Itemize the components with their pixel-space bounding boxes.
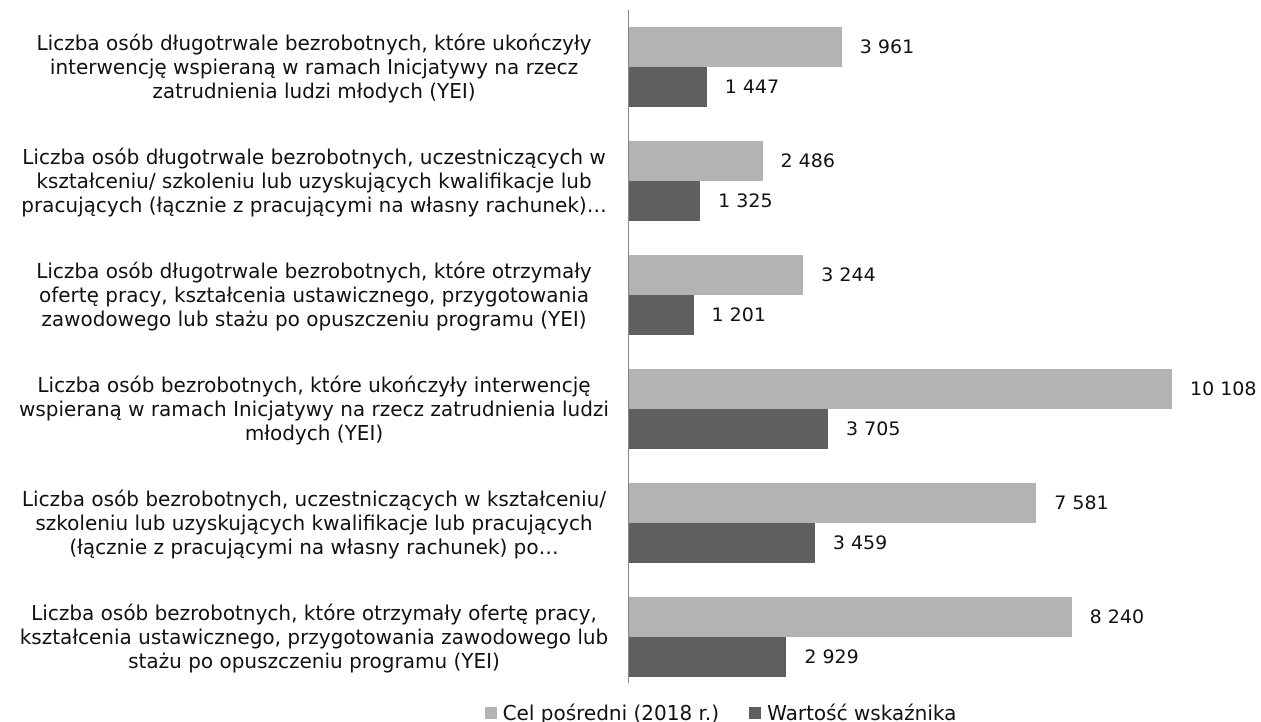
bar — [629, 597, 1072, 637]
legend-swatch — [484, 707, 497, 719]
value-label: 2 929 — [804, 646, 859, 668]
bar — [629, 141, 763, 181]
bar — [629, 295, 694, 335]
value-label: 3 705 — [846, 418, 901, 440]
value-label: 7 581 — [1054, 492, 1109, 514]
legend-item: Wartość wskaźnika — [749, 701, 956, 722]
category-label: Liczba osób długotrwale bezrobotnych, kt… — [36, 31, 592, 103]
legend: Cel pośredni (2018 r.) Wartość wskaźnika — [0, 701, 1261, 722]
bar — [629, 369, 1172, 409]
value-label: 1 325 — [718, 190, 773, 212]
bar — [629, 483, 1037, 523]
legend-label: Wartość wskaźnika — [767, 701, 957, 722]
bar — [629, 255, 804, 295]
bar — [629, 181, 701, 221]
value-label: 3 244 — [821, 264, 876, 286]
value-label: 3 961 — [859, 36, 915, 58]
legend-label: Cel pośredni (2018 r.) — [502, 701, 720, 722]
category-axis — [628, 10, 629, 683]
value-label: 2 486 — [780, 150, 835, 172]
category-label: Liczba osób długotrwale bezrobotnych, kt… — [36, 259, 592, 331]
category-label: Liczba osób bezrobotnych, uczestniczącyc… — [21, 487, 607, 559]
bar — [629, 409, 829, 449]
value-label: 8 240 — [1089, 606, 1145, 628]
bar — [629, 27, 842, 67]
bar — [629, 67, 707, 107]
value-label: 3 459 — [832, 532, 888, 554]
value-label: 1 201 — [711, 304, 766, 326]
legend-item: Cel pośredni (2018 r.) — [305, 701, 720, 722]
bar — [629, 523, 815, 563]
legend-swatch — [749, 707, 762, 719]
category-label: Liczba osób długotrwale bezrobotnych, uc… — [21, 145, 607, 217]
category-label: Liczba osób bezrobotnych, które ukończył… — [19, 373, 609, 445]
bar — [629, 637, 787, 677]
value-label: 10 108 — [1190, 378, 1257, 400]
value-label: 1 447 — [724, 76, 780, 98]
category-label: Liczba osób bezrobotnych, które otrzymał… — [19, 601, 609, 673]
